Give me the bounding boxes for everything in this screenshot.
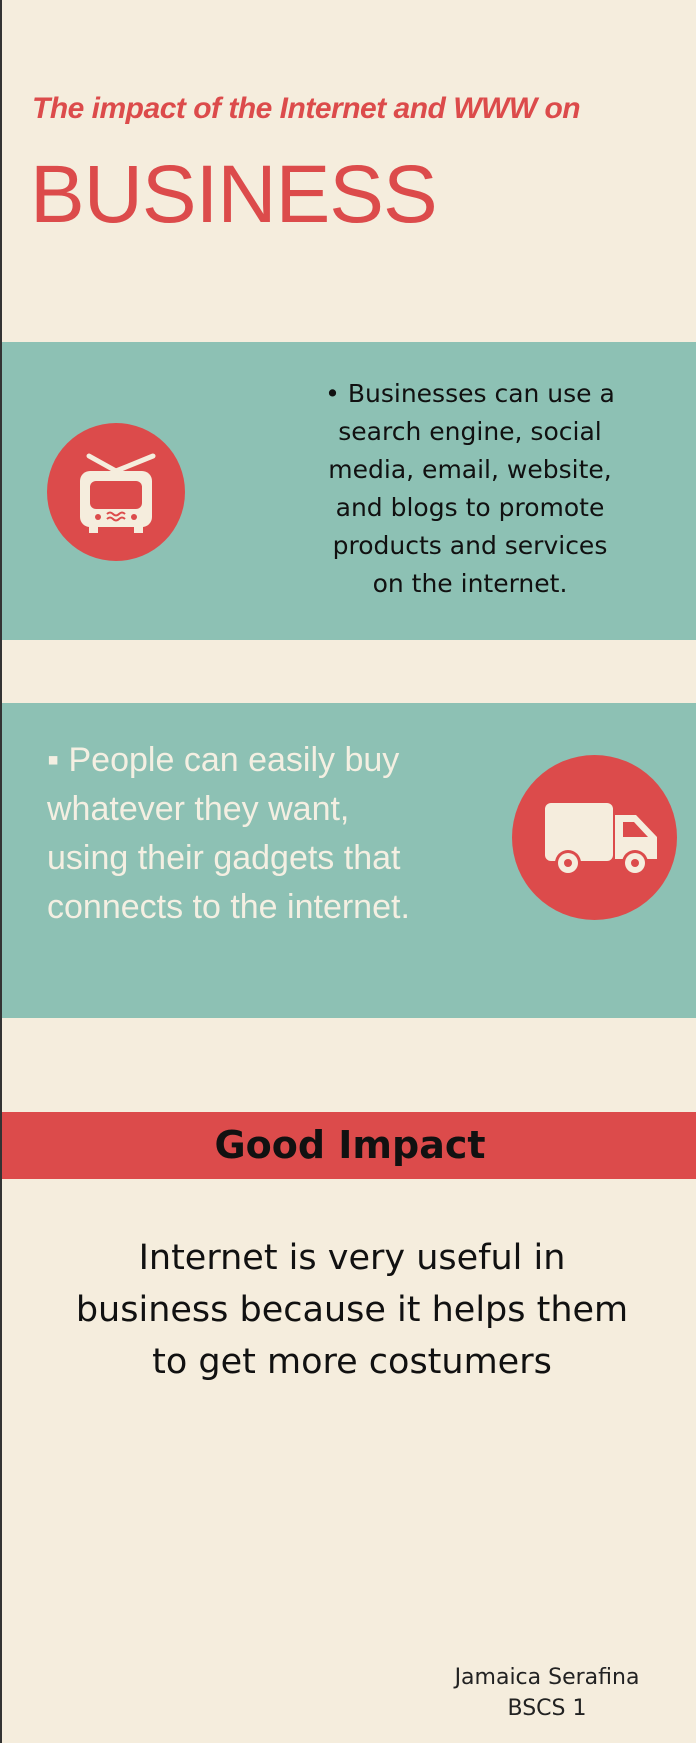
shopping-text: ▪ People can easily buy whatever they wa… bbox=[47, 741, 410, 926]
page-title: BUSINESS bbox=[30, 149, 438, 240]
author-name: Jamaica Serafina bbox=[454, 1665, 640, 1690]
good-impact-banner: Good Impact bbox=[2, 1112, 696, 1179]
television-icon bbox=[47, 423, 185, 561]
author-credit: Jamaica Serafina BSCS 1 bbox=[432, 1662, 662, 1724]
page-subtitle: The impact of the Internet and WWW on bbox=[32, 92, 581, 125]
marketing-text: • Businesses can use a search engine, so… bbox=[325, 379, 615, 598]
author-course: BSCS 1 bbox=[507, 1696, 587, 1721]
good-impact-heading: Good Impact bbox=[214, 1123, 486, 1167]
delivery-truck-icon bbox=[512, 755, 677, 920]
good-impact-text: Internet is very useful in business beca… bbox=[75, 1238, 629, 1382]
